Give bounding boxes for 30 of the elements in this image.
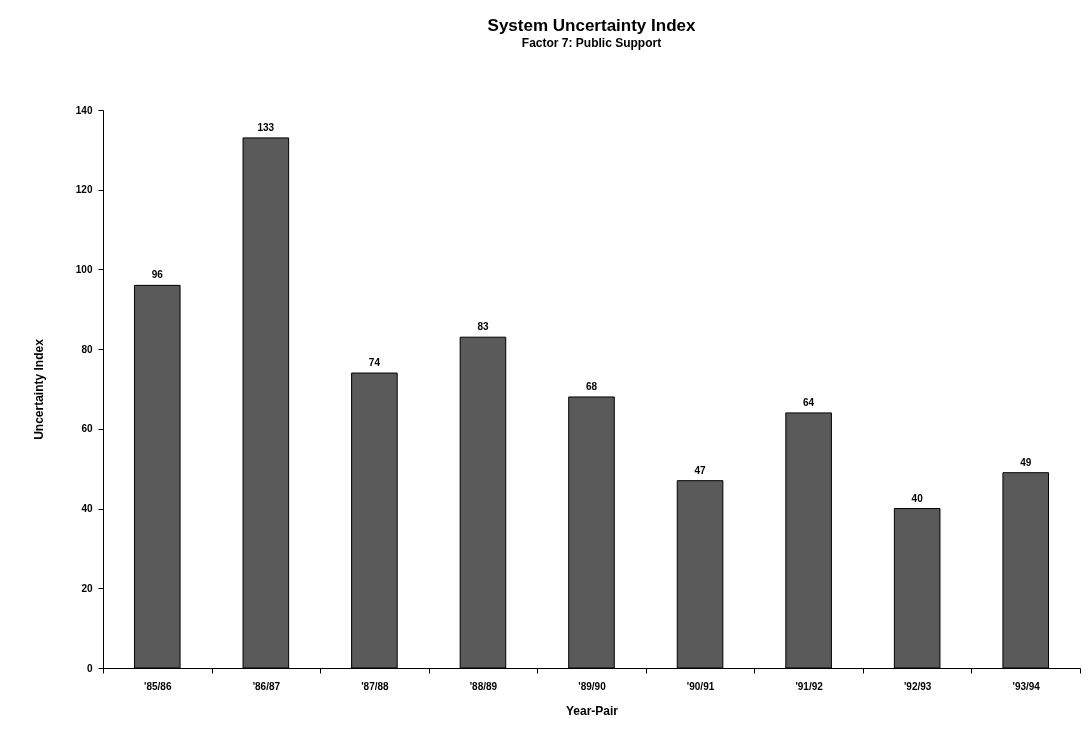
- data-label: 47: [694, 464, 707, 476]
- y-tick-label: 100: [75, 263, 93, 275]
- y-tick-label: 80: [81, 343, 93, 355]
- data-label: 133: [257, 121, 275, 133]
- x-tick-label: '88/89: [469, 680, 498, 692]
- x-axis-title: Year-Pair: [565, 703, 619, 718]
- data-label: 49: [1020, 456, 1032, 468]
- data-label: 83: [477, 321, 489, 333]
- data-label: 40: [911, 492, 924, 504]
- chart-title: System Uncertainty Index: [487, 16, 696, 35]
- y-tick-label: 140: [75, 104, 93, 116]
- x-tick-label: '92/93: [903, 680, 932, 692]
- x-tick-label: '87/88: [361, 680, 390, 692]
- x-tick-label: '89/90: [578, 680, 607, 692]
- y-tick-label: 120: [75, 184, 93, 196]
- y-tick-label: 60: [81, 423, 93, 435]
- y-tick-label: 20: [81, 582, 93, 594]
- x-tick-label: '91/92: [795, 680, 824, 692]
- y-tick-label: 0: [86, 662, 93, 674]
- chart-subtitle: Factor 7: Public Support: [521, 36, 662, 50]
- data-label: 68: [585, 380, 598, 392]
- data-label: 74: [368, 357, 381, 369]
- y-tick-label: 40: [81, 503, 93, 515]
- y-axis-title: Uncertainty Index: [31, 338, 46, 440]
- data-label: 96: [151, 269, 164, 281]
- x-tick-label: '85/86: [144, 680, 172, 692]
- data-label: 64: [803, 396, 815, 408]
- x-tick-label: '90/91: [686, 680, 715, 692]
- x-tick-label: '86/87: [252, 680, 281, 692]
- x-tick-label: '93/94: [1012, 680, 1041, 692]
